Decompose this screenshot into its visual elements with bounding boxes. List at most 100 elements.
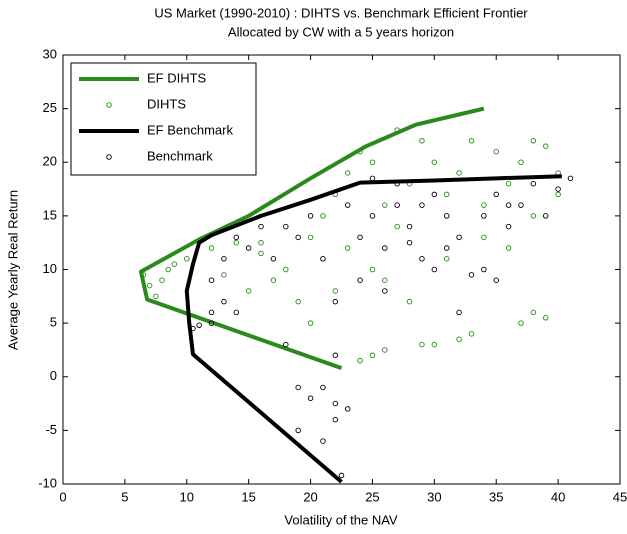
- scatter-point: [530, 309, 537, 316]
- legend-label: Benchmark: [147, 148, 213, 163]
- scatter-point: [307, 395, 314, 401]
- scatter-point: [283, 341, 289, 348]
- scatter-point: [530, 213, 537, 219]
- chart-subtitle: Allocated by CW with a 5 years horizon: [228, 24, 454, 39]
- scatter-point: [493, 148, 499, 155]
- x-axis-label: Volatility of the NAV: [284, 512, 398, 527]
- scatter-point: [332, 400, 339, 407]
- scatter-point: [221, 272, 227, 278]
- scatter-point: [419, 256, 425, 262]
- x-tick-label: 10: [180, 489, 194, 504]
- scatter-point: [344, 170, 351, 176]
- scatter-point: [140, 272, 147, 278]
- scatter-point: [332, 416, 339, 423]
- scatter-point: [456, 309, 462, 316]
- scatter-point: [468, 138, 475, 144]
- scatter-point: [542, 315, 549, 321]
- scatter-point: [283, 223, 289, 230]
- x-tick-label: 45: [613, 489, 627, 504]
- scatter-point: [332, 352, 339, 359]
- scatter-point: [357, 148, 363, 155]
- scatter-point: [357, 277, 363, 283]
- scatter-point: [344, 245, 351, 251]
- scatter-point: [481, 213, 487, 219]
- y-tick-label: 10: [43, 261, 57, 276]
- x-tick-label: 5: [121, 489, 128, 504]
- x-tick-label: 15: [241, 489, 255, 504]
- scatter-point: [357, 357, 363, 364]
- scatter-point: [382, 347, 388, 353]
- scatter-point: [338, 472, 345, 479]
- x-tick-label: 0: [59, 489, 66, 504]
- scatter-point: [369, 175, 376, 182]
- y-axis-label: Average Yearly Real Return: [5, 190, 20, 350]
- scatter-point: [443, 213, 450, 219]
- scatter-point: [382, 277, 388, 283]
- legend-label: EF Benchmark: [147, 122, 233, 137]
- scatter-point: [270, 277, 277, 283]
- y-tick-label: -5: [45, 422, 57, 437]
- legend-label: EF DIHTS: [147, 70, 207, 85]
- scatter-point: [208, 309, 215, 316]
- scatter-point: [406, 298, 413, 305]
- y-tick-label: 20: [43, 154, 57, 169]
- scatter-point: [307, 234, 314, 241]
- scatter-point: [456, 170, 462, 176]
- scatter-point: [518, 159, 524, 165]
- scatter-point: [530, 138, 537, 144]
- scatter-point: [456, 336, 462, 342]
- scatter-point: [443, 245, 450, 251]
- scatter-point: [382, 202, 388, 208]
- scatter-point: [406, 239, 413, 246]
- scatter-point: [394, 180, 400, 187]
- scatter-point: [320, 384, 326, 391]
- legend-marker: [106, 154, 112, 160]
- scatter-point: [295, 234, 301, 241]
- scatter-point: [283, 266, 289, 273]
- scatter-point: [344, 202, 351, 208]
- frontier-line: [184, 174, 562, 484]
- legend-box: [70, 62, 257, 176]
- scatter-point: [332, 298, 339, 305]
- scatter-point: [394, 127, 400, 133]
- scatter-point: [357, 234, 363, 241]
- scatter-point: [320, 438, 326, 444]
- scatter-point: [505, 245, 512, 251]
- scatter-point: [233, 239, 240, 246]
- scatter-point: [258, 250, 264, 257]
- scatter-point: [295, 384, 301, 391]
- scatter-point: [382, 288, 388, 294]
- x-tick-label: 20: [303, 489, 317, 504]
- scatter-point: [233, 234, 240, 241]
- scatter-point: [382, 245, 388, 251]
- scatter-point: [245, 288, 252, 294]
- y-tick-label: 25: [43, 100, 57, 115]
- y-tick-label: 30: [43, 46, 57, 61]
- scatter-point: [555, 186, 561, 192]
- scatter-point: [369, 213, 376, 219]
- scatter-point: [159, 277, 165, 283]
- scatter-point: [431, 191, 438, 198]
- scatter-point: [245, 245, 252, 251]
- scatter-point: [555, 191, 561, 198]
- scatter-point: [505, 180, 512, 187]
- scatter-point: [233, 309, 240, 316]
- scatter-point: [165, 266, 171, 273]
- scatter-point: [419, 341, 425, 348]
- y-tick-label: 5: [50, 315, 57, 330]
- scatter-point: [295, 298, 301, 305]
- x-tick-label: 30: [427, 489, 441, 504]
- scatter-point: [431, 159, 438, 165]
- y-tick-label: -10: [38, 475, 57, 490]
- scatter-point: [295, 427, 301, 434]
- scatter-point: [406, 223, 413, 230]
- scatter-point: [344, 406, 351, 412]
- scatter-point: [320, 256, 326, 262]
- scatter-point: [493, 277, 499, 283]
- scatter-point: [307, 320, 314, 326]
- scatter-point: [468, 331, 475, 337]
- scatter-point: [184, 256, 190, 262]
- scatter-point: [369, 159, 376, 165]
- x-tick-label: 35: [489, 489, 503, 504]
- scatter-point: [153, 293, 159, 300]
